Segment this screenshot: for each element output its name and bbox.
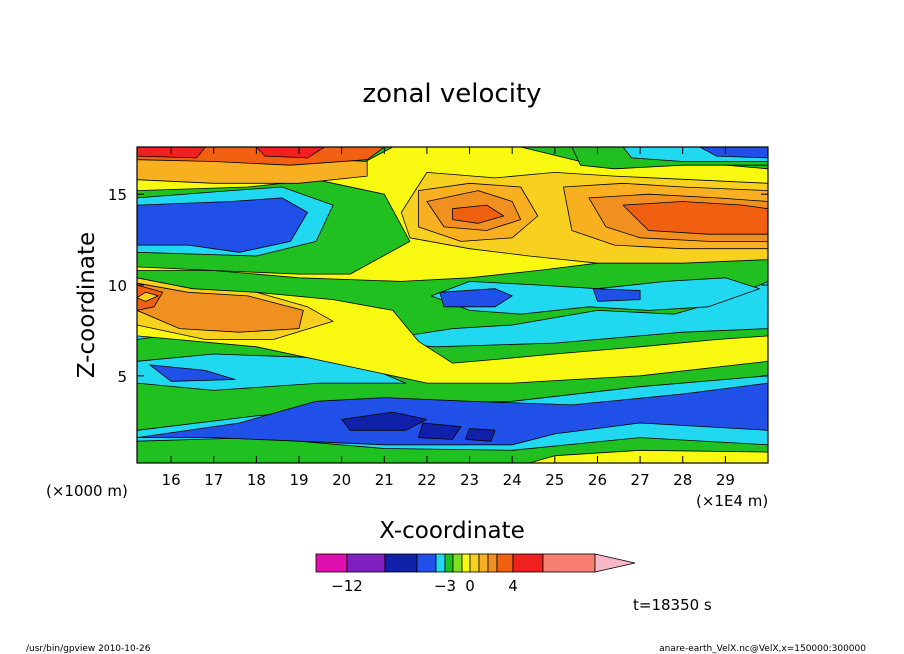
x-tick-label: 22 bbox=[417, 471, 436, 489]
colorbar-tick-labels: −12 −3 0 4 bbox=[331, 577, 518, 595]
contour-region bbox=[137, 197, 308, 253]
colorbar-segment bbox=[461, 553, 471, 573]
colorbar-segment bbox=[487, 553, 498, 573]
contour-region bbox=[417, 422, 462, 440]
x-unit-right: (×1E4 m) bbox=[696, 492, 768, 510]
x-tick-label: 23 bbox=[460, 471, 479, 489]
y-tick-label: 5 bbox=[117, 368, 127, 386]
contour-region bbox=[341, 411, 428, 431]
colorbar-tick-label: −3 bbox=[434, 577, 456, 595]
y-tick-label: 15 bbox=[108, 186, 127, 204]
y-tick-label: 10 bbox=[108, 277, 127, 295]
contour-region bbox=[699, 147, 768, 159]
contour-region bbox=[137, 382, 768, 446]
colorbar-segment bbox=[478, 553, 489, 573]
x-tick-label: 16 bbox=[162, 471, 181, 489]
colorbar-segment bbox=[435, 553, 446, 573]
colorbar-segment bbox=[416, 553, 437, 573]
contour-region bbox=[452, 204, 505, 224]
y-axis-ticks: 5 10 15 bbox=[108, 186, 768, 386]
footer-left: /usr/bin/gpview 2010-10-26 bbox=[26, 644, 151, 654]
x-tick-label: 18 bbox=[247, 471, 266, 489]
contour-region bbox=[255, 147, 326, 159]
contour-region bbox=[439, 288, 513, 308]
colorbar-tick-label: 4 bbox=[508, 577, 518, 595]
x-tick-label: 28 bbox=[673, 471, 692, 489]
x-tick-label: 29 bbox=[716, 471, 735, 489]
colorbar bbox=[315, 553, 636, 573]
footer-right: anare-earth_VelX.nc@VelX,x=150000:300000 bbox=[659, 644, 866, 654]
x-tick-label: 19 bbox=[289, 471, 308, 489]
x-tick-label: 26 bbox=[588, 471, 607, 489]
contour-region bbox=[137, 282, 304, 333]
x-unit-left: (×1000 m) bbox=[46, 482, 128, 500]
colorbar-extend-arrow bbox=[594, 553, 636, 573]
chart-title: zonal velocity bbox=[362, 79, 541, 109]
x-tick-label: 27 bbox=[631, 471, 650, 489]
y-axis-label: Z-coordinate bbox=[74, 232, 100, 378]
x-tick-label: 21 bbox=[375, 471, 394, 489]
x-axis-ticks: 16 17 18 19 20 21 22 23 24 25 26 27 28 29 bbox=[162, 147, 735, 489]
contour-region bbox=[622, 201, 768, 235]
x-tick-label: 17 bbox=[204, 471, 223, 489]
contour-region bbox=[592, 288, 641, 302]
contour-region bbox=[149, 364, 236, 382]
colorbar-segment bbox=[452, 553, 463, 573]
colorbar-segment bbox=[542, 553, 596, 573]
x-tick-label: 20 bbox=[332, 471, 351, 489]
colorbar-segment bbox=[512, 553, 544, 573]
colorbar-segment bbox=[315, 553, 348, 573]
colorbar-segment bbox=[444, 553, 454, 573]
x-axis-label: X-coordinate bbox=[379, 518, 525, 544]
colorbar-segment bbox=[346, 553, 386, 573]
contour-region bbox=[464, 428, 496, 442]
colorbar-tick-label: 0 bbox=[465, 577, 475, 595]
x-tick-label: 25 bbox=[545, 471, 564, 489]
x-tick-label: 24 bbox=[503, 471, 522, 489]
colorbar-segment bbox=[496, 553, 514, 573]
time-label: t=18350 s bbox=[633, 596, 712, 614]
colorbar-segment bbox=[384, 553, 418, 573]
colorbar-tick-label: −12 bbox=[331, 577, 363, 595]
contour-region bbox=[528, 449, 768, 463]
plot-frame bbox=[136, 146, 769, 464]
contour-region bbox=[137, 291, 159, 302]
colorbar-segment bbox=[469, 553, 480, 573]
contour-fill bbox=[137, 147, 768, 463]
